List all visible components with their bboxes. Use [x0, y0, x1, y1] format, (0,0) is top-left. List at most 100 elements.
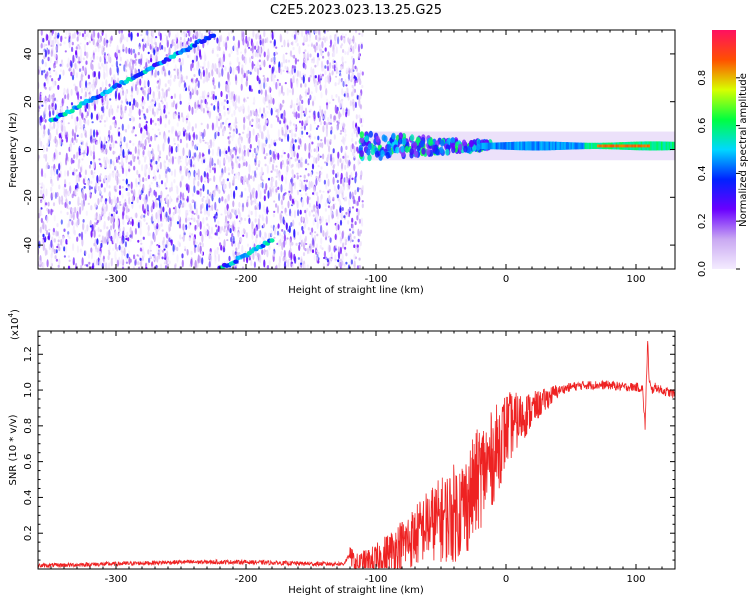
- x-tick-label: -100: [365, 274, 388, 285]
- noise-blob: [53, 97, 57, 101]
- line-blob: [192, 43, 198, 48]
- noise-blob: [290, 204, 294, 207]
- noise-blob: [327, 205, 330, 208]
- noise-blob: [75, 222, 78, 226]
- noise-blob: [43, 124, 46, 131]
- noise-blob: [264, 208, 267, 215]
- noise-blob: [201, 242, 204, 248]
- noise-blob: [233, 252, 236, 260]
- noise-blob: [345, 145, 348, 150]
- noise-blob: [353, 199, 356, 205]
- colorbar-scale: [712, 30, 736, 269]
- noise-blob: [272, 185, 276, 188]
- carrier-band: [506, 142, 509, 150]
- noise-blob: [130, 189, 133, 194]
- carrier-band: [481, 142, 484, 150]
- noise-blob: [77, 174, 80, 178]
- noise-blob: [332, 203, 335, 210]
- noise-blob: [186, 249, 189, 256]
- noise-blob: [344, 177, 347, 183]
- noise-blob: [153, 72, 156, 78]
- noise-blob: [58, 151, 62, 156]
- noise-blob: [52, 93, 55, 98]
- carrier-blob: [359, 136, 365, 144]
- noise-blob: [42, 97, 45, 105]
- noise-blob: [100, 210, 104, 215]
- noise-blob: [232, 35, 235, 41]
- noise-blob: [229, 96, 232, 100]
- noise-blob: [233, 146, 236, 151]
- noise-blob: [137, 156, 140, 160]
- noise-blob: [244, 151, 247, 158]
- noise-blob: [157, 185, 161, 189]
- noise-blob: [294, 57, 297, 65]
- noise-blob: [325, 122, 328, 130]
- noise-blob: [120, 145, 123, 154]
- noise-blob: [259, 107, 262, 114]
- noise-blob: [181, 259, 184, 268]
- noise-blob: [238, 163, 241, 169]
- noise-blob: [150, 135, 153, 142]
- noise-blob: [300, 83, 303, 88]
- noise-blob: [335, 46, 338, 54]
- noise-blob: [68, 35, 71, 39]
- noise-blob: [92, 84, 95, 92]
- noise-blob: [341, 260, 344, 266]
- noise-blob: [83, 186, 86, 189]
- noise-blob: [85, 210, 88, 216]
- noise-blob: [216, 46, 219, 51]
- noise-blob: [62, 119, 65, 128]
- noise-blob: [114, 243, 117, 250]
- carrier-blob: [431, 145, 437, 152]
- noise-blob: [311, 227, 314, 233]
- noise-blob: [44, 236, 47, 243]
- noise-blob: [139, 220, 142, 228]
- noise-blob: [147, 174, 150, 180]
- carrier-core: [643, 144, 646, 148]
- noise-blob: [133, 189, 136, 197]
- carrier-core: [601, 144, 604, 148]
- noise-blob: [64, 183, 67, 188]
- noise-blob: [253, 147, 256, 154]
- noise-blob: [195, 207, 198, 216]
- noise-blob: [164, 265, 168, 269]
- noise-blob: [264, 89, 267, 98]
- noise-blob: [348, 198, 351, 206]
- noise-blob: [178, 206, 181, 216]
- noise-blob: [47, 128, 50, 136]
- noise-blob: [310, 66, 313, 76]
- noise-blob: [55, 142, 58, 148]
- noise-blob: [308, 210, 311, 217]
- noise-blob: [340, 45, 343, 49]
- noise-blob: [235, 76, 238, 86]
- noise-blob: [128, 168, 131, 172]
- carrier-core: [622, 144, 625, 148]
- noise-blob: [337, 223, 340, 231]
- noise-blob: [218, 72, 221, 78]
- noise-blob: [280, 138, 283, 142]
- noise-blob: [125, 235, 128, 238]
- noise-blob: [308, 202, 311, 208]
- noise-blob: [147, 80, 150, 88]
- noise-blob: [246, 199, 249, 208]
- carrier-band: [487, 142, 490, 150]
- noise-blob: [106, 105, 109, 110]
- noise-blob: [53, 36, 56, 40]
- noise-blob: [104, 164, 107, 169]
- noise-blob: [321, 216, 324, 222]
- noise-blob: [338, 230, 341, 235]
- noise-blob: [49, 176, 53, 179]
- noise-blob: [90, 186, 93, 190]
- noise-blob: [100, 30, 103, 33]
- noise-blob: [209, 251, 212, 254]
- noise-blob: [284, 65, 287, 70]
- noise-blob: [263, 30, 266, 38]
- noise-blob: [232, 130, 235, 138]
- noise-blob: [167, 162, 170, 166]
- noise-blob: [108, 83, 111, 88]
- noise-blob: [345, 67, 349, 73]
- noise-blob: [188, 132, 191, 142]
- carrier-band: [531, 141, 534, 151]
- noise-blob: [97, 198, 100, 205]
- noise-blob: [290, 78, 293, 85]
